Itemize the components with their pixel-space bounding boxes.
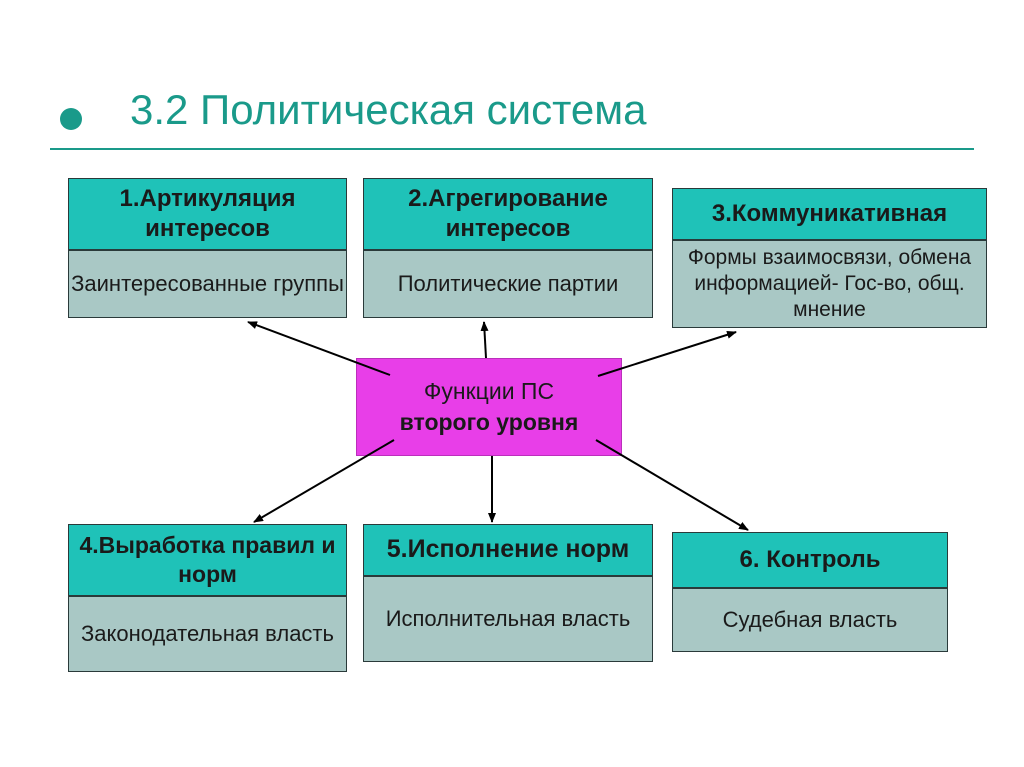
slide-title: 3.2 Политическая система [130,86,646,134]
arrow-1 [484,322,486,358]
center-node: Функции ПС второго уровня [356,358,622,456]
top-box-body-1: Политические партии [363,250,653,318]
bottom-box-body-1: Исполнительная власть [363,576,653,662]
top-box-body-2: Формы взаимосвязи, обмена информацией- Г… [672,240,987,328]
bottom-box-header-0: 4.Выработка правил и норм [68,524,347,596]
top-box-header-0: 1.Артикуляция интересов [68,178,347,250]
center-line1: Функции ПС [424,376,554,407]
top-box-header-2: 3.Коммуникативная [672,188,987,240]
bottom-box-header-1: 5.Исполнение норм [363,524,653,576]
bottom-box-body-2: Судебная власть [672,588,948,652]
center-line2: второго уровня [400,407,579,438]
top-box-header-1: 2.Агрегирование интересов [363,178,653,250]
bottom-box-body-0: Законодательная власть [68,596,347,672]
top-box-body-0: Заинтересованные группы [68,250,347,318]
bottom-box-header-2: 6. Контроль [672,532,948,588]
title-bullet-icon [60,108,82,130]
title-underline [50,148,974,150]
